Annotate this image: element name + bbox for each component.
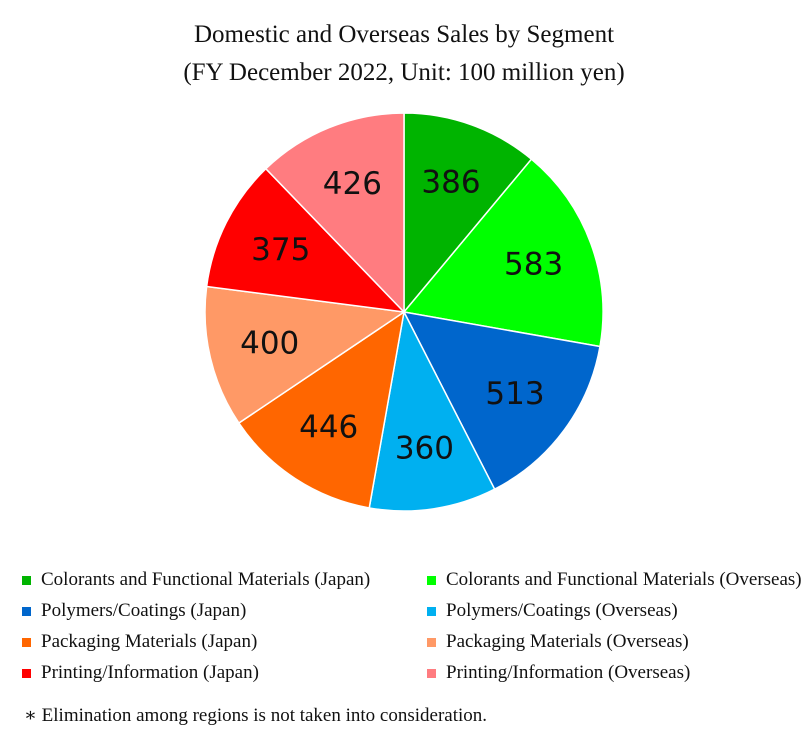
data-label: 513 [485, 376, 544, 412]
pie-slice [368, 309, 496, 512]
legend-swatch [22, 668, 31, 678]
data-label: 360 [395, 430, 454, 466]
legend-swatch [22, 575, 31, 585]
legend-item: Printing/Information (Japan) [22, 661, 427, 685]
legend-item: Packaging Materials (Overseas) [427, 630, 802, 654]
legend-item: Polymers/Coatings (Japan) [22, 599, 427, 623]
legend-label: Printing/Information (Overseas) [446, 662, 691, 683]
data-label: 426 [323, 166, 382, 202]
pie-slice [403, 112, 533, 315]
data-label: 386 [421, 164, 480, 200]
pie-slice [204, 285, 407, 425]
legend-label: Printing/Information (Japan) [41, 662, 259, 683]
chart-subtitle: (FY December 2022, Unit: 100 million yen… [183, 59, 625, 86]
legend-label: Colorants and Functional Materials (Over… [446, 569, 802, 590]
legend-swatch [22, 606, 31, 616]
pie-chart: 386 583 513 360 446 400 375 426 [204, 112, 604, 512]
pie-slice [205, 167, 407, 314]
legend-label: Colorants and Functional Materials (Japa… [41, 569, 371, 590]
footnote: ∗ Elimination among regions is not taken… [24, 705, 488, 726]
legend-label: Polymers/Coatings (Japan) [41, 600, 247, 621]
legend-item: Colorants and Functional Materials (Over… [427, 568, 802, 592]
pie-slice [402, 311, 601, 491]
legend-item: Printing/Information (Overseas) [427, 661, 802, 685]
legend-label: Polymers/Coatings (Overseas) [446, 600, 678, 621]
legend: Colorants and Functional Materials (Japa… [22, 568, 802, 685]
pie-slice [264, 112, 405, 314]
data-label: 583 [504, 247, 563, 283]
chart-title: Domestic and Overseas Sales by Segment [193, 21, 615, 48]
legend-swatch [22, 637, 31, 647]
legend-swatch [427, 637, 436, 647]
legend-swatch [427, 606, 436, 616]
legend-swatch [427, 575, 436, 585]
data-label: 446 [299, 410, 358, 446]
data-label: 375 [251, 232, 310, 268]
pie-slice [237, 310, 406, 509]
legend-swatch [427, 668, 436, 678]
legend-label: Packaging Materials (Overseas) [446, 631, 689, 652]
legend-item: Colorants and Functional Materials (Japa… [22, 568, 427, 592]
legend-item: Polymers/Coatings (Overseas) [427, 599, 802, 623]
data-label: 400 [240, 326, 299, 362]
legend-label: Packaging Materials (Japan) [41, 631, 258, 652]
pie-slice [402, 158, 604, 348]
legend-item: Packaging Materials (Japan) [22, 630, 427, 654]
